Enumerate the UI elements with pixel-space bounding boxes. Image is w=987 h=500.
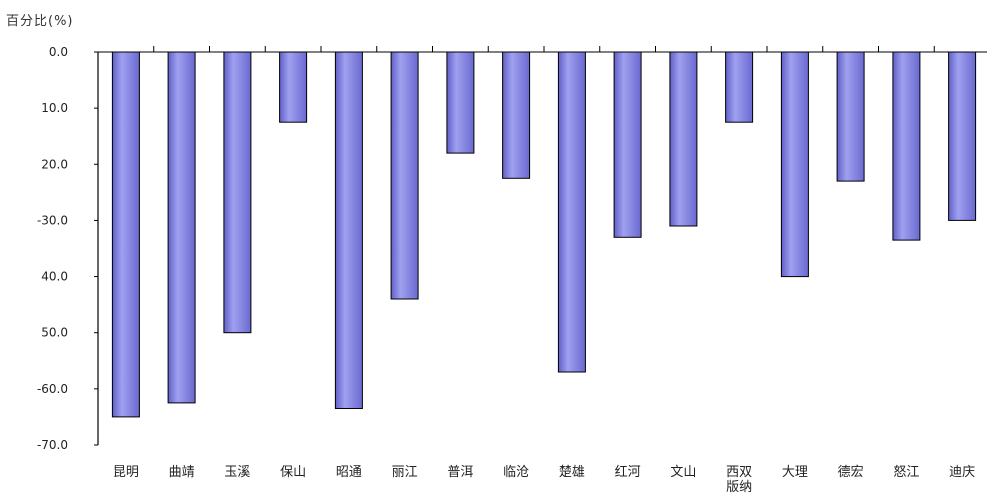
bar	[613, 51, 642, 238]
x-tick-label: 昭通	[336, 465, 362, 480]
x-tick-label: 大理	[782, 465, 808, 480]
bar	[111, 51, 140, 418]
bar	[725, 51, 754, 123]
x-tick-label: 迪庆	[949, 465, 975, 480]
x-tick-label: 保山	[280, 465, 306, 480]
y-tick-label: 20.0	[41, 157, 68, 171]
y-tick-label: 0.0	[49, 45, 68, 59]
y-axis-label: 百分比(%)	[6, 14, 74, 29]
y-tick-label: 50.0	[41, 326, 68, 340]
bar	[334, 51, 363, 409]
bar	[669, 51, 698, 227]
bar	[223, 51, 252, 334]
bar	[557, 51, 586, 373]
x-tick-label: 临沧	[503, 464, 529, 480]
bar	[948, 51, 977, 221]
x-tick-label: 玉溪	[224, 465, 250, 480]
x-tick-label: 德宏	[838, 465, 864, 480]
bar	[502, 51, 531, 179]
y-tick-label: -60.0	[37, 382, 68, 396]
bar	[390, 51, 419, 300]
bar	[167, 51, 196, 404]
x-tick-label: 普洱	[447, 465, 473, 480]
x-tick-label: 文山	[670, 465, 696, 480]
bar	[780, 51, 809, 278]
bar	[446, 51, 475, 154]
x-tick-label: 丽江	[392, 465, 418, 480]
bar	[892, 51, 921, 241]
y-tick-label: -70.0	[37, 438, 68, 452]
x-tick-label: 曲靖	[169, 465, 195, 480]
x-tick-label: 红河	[615, 464, 641, 480]
x-tick-label: 怒江	[893, 465, 919, 480]
bar	[279, 51, 308, 123]
y-tick-label: 10.0	[41, 101, 68, 115]
x-tick-label: 楚雄	[559, 465, 585, 480]
bar	[836, 51, 865, 182]
x-tick-label: 昆明	[113, 465, 139, 480]
x-tick-label: 西双版纳	[726, 465, 752, 495]
y-tick-label: -30.0	[37, 213, 68, 227]
y-tick-label: 40.0	[41, 270, 68, 284]
